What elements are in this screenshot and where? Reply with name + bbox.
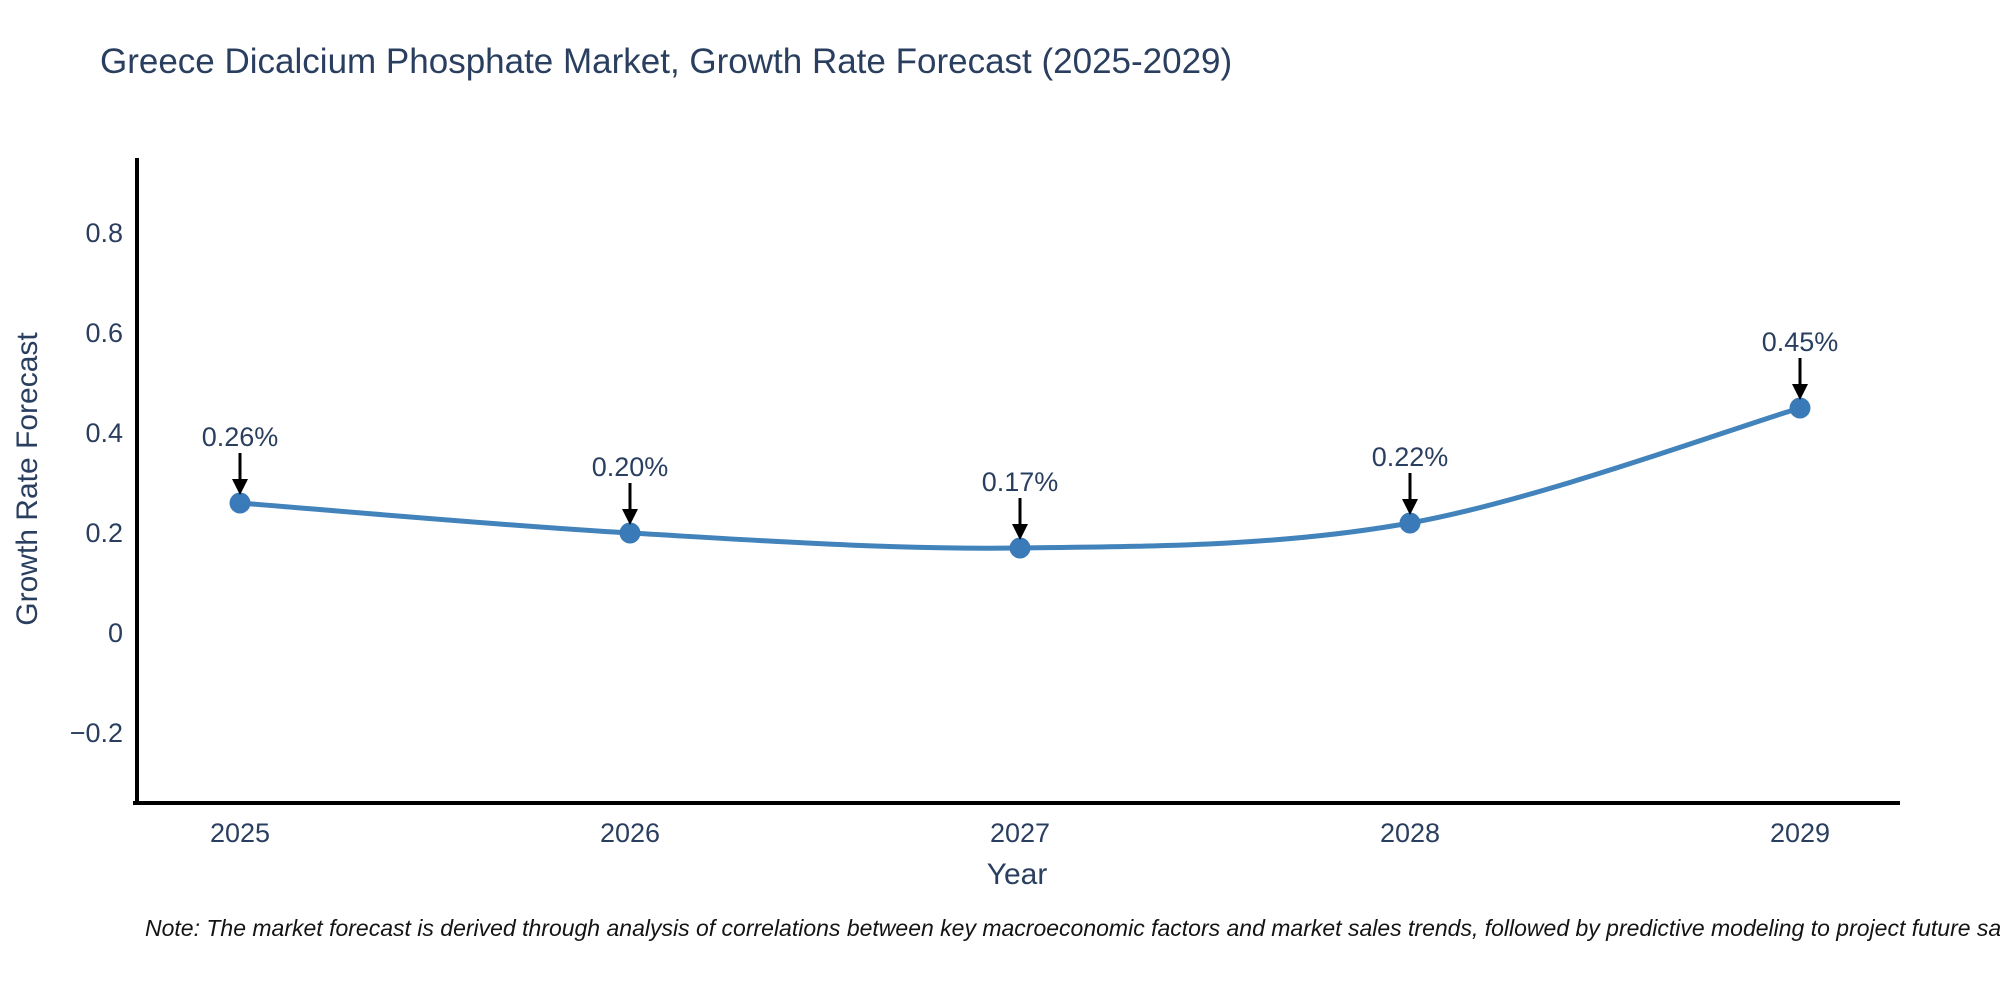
annotation-label: 0.45% (1762, 327, 1839, 357)
data-point-marker (1399, 512, 1421, 534)
annotation-label: 0.20% (592, 452, 669, 482)
data-point-marker (229, 492, 251, 514)
x-tick-label: 2025 (210, 818, 270, 848)
y-tick-label: −0.2 (70, 718, 123, 748)
x-tick-label: 2027 (990, 818, 1050, 848)
y-tick-label: 0.2 (85, 518, 123, 548)
chart-title: Greece Dicalcium Phosphate Market, Growt… (100, 42, 1233, 81)
y-tick-label: 0.8 (85, 218, 123, 248)
annotation-label: 0.26% (202, 422, 279, 452)
annotation-arrow-head (232, 479, 248, 495)
annotation-arrow-head (1012, 524, 1028, 540)
annotation-label: 0.22% (1372, 442, 1449, 472)
y-tick-label: 0.6 (85, 318, 123, 348)
data-point-marker (1789, 397, 1811, 419)
x-tick-label: 2029 (1770, 818, 1830, 848)
x-tick-label: 2028 (1380, 818, 1440, 848)
x-tick-label: 2026 (600, 818, 660, 848)
data-point-marker (1009, 537, 1031, 559)
data-point-marker (619, 522, 641, 544)
footnote: Note: The market forecast is derived thr… (145, 915, 2000, 941)
annotation-arrow-head (622, 509, 638, 525)
annotation-label: 0.17% (982, 467, 1059, 497)
annotation-arrow-head (1792, 384, 1808, 400)
y-tick-label: 0 (108, 618, 123, 648)
y-tick-label: 0.4 (85, 418, 123, 448)
x-axis-title: Year (986, 858, 1048, 891)
annotation-arrow-head (1402, 499, 1418, 515)
